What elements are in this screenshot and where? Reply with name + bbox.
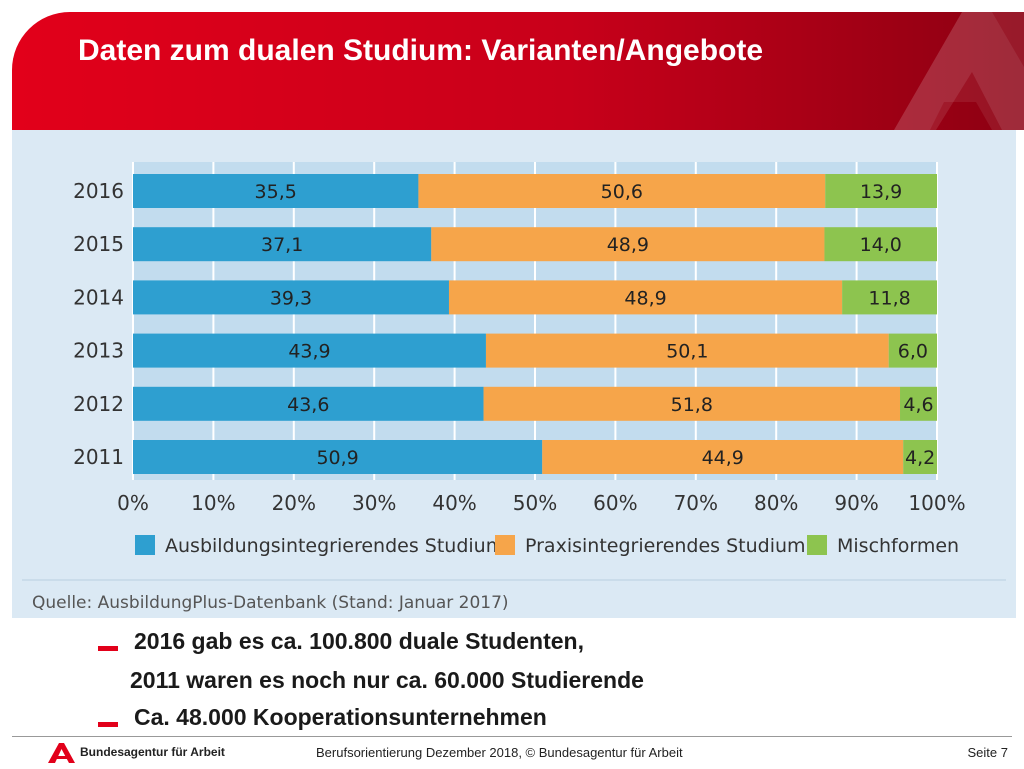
- agency-logo-icon: [48, 743, 75, 763]
- footer-caption: Berufsorientierung Dezember 2018, © Bund…: [316, 745, 683, 760]
- legend-label: Ausbildungsintegrierendes Studium: [165, 535, 504, 557]
- legend-label: Praxisintegrierendes Studium: [525, 535, 806, 557]
- data-label: 50,6: [601, 181, 643, 203]
- y-tick-label: 2015: [73, 232, 124, 256]
- footer-divider: [12, 736, 1012, 737]
- bar-segment: [448, 280, 843, 315]
- legend-swatch: [807, 535, 827, 555]
- bar-segment: [842, 280, 937, 315]
- bar-segment: [133, 386, 484, 421]
- bar-segment: [133, 333, 486, 368]
- bullet-marker: [98, 646, 118, 651]
- x-tick-label: 0%: [117, 491, 149, 515]
- data-label: 35,5: [255, 181, 297, 203]
- bar-segment: [133, 440, 543, 474]
- x-tick-label: 30%: [352, 491, 396, 515]
- bar-segment: [133, 174, 419, 208]
- title-bar: Daten zum dualen Studium: Varianten/Ange…: [12, 12, 1024, 130]
- x-tick-label: 70%: [674, 491, 718, 515]
- x-tick-label: 90%: [834, 491, 878, 515]
- bar-segment: [888, 333, 937, 368]
- bar-segment: [542, 440, 904, 474]
- bullet-item: Ca. 48.000 Kooperationsunternehmen: [0, 702, 1024, 736]
- y-tick-label: 2014: [73, 285, 124, 309]
- y-tick-label: 2013: [73, 339, 124, 363]
- bar-segment: [133, 280, 449, 315]
- source-note: Quelle: AusbildungPlus-Datenbank (Stand:…: [32, 593, 509, 613]
- bar-segment: [483, 386, 901, 421]
- bar-segment: [900, 386, 937, 421]
- data-label: 48,9: [624, 287, 666, 309]
- bar-segment: [485, 333, 889, 368]
- data-label: 37,1: [261, 234, 303, 256]
- bullet-text: 2016 gab es ca. 100.800 duale Studenten,: [134, 628, 584, 654]
- x-tick-label: 20%: [272, 491, 316, 515]
- data-label: 4,2: [905, 447, 935, 469]
- data-label: 43,9: [288, 341, 330, 363]
- page-title: Daten zum dualen Studium: Varianten/Ange…: [78, 34, 764, 67]
- bar-segment: [418, 174, 826, 208]
- data-label: 51,8: [671, 394, 713, 416]
- bar-segment: [903, 440, 937, 474]
- data-label: 44,9: [702, 447, 744, 469]
- bullet-item: 2011 waren es noch nur ca. 60.000 Studie…: [0, 665, 1024, 699]
- x-tick-label: 50%: [513, 491, 557, 515]
- bullet-marker: [98, 722, 118, 727]
- bullet-text: Ca. 48.000 Kooperationsunternehmen: [134, 704, 547, 730]
- bullet-text: 2011 waren es noch nur ca. 60.000 Studie…: [130, 667, 644, 693]
- data-label: 14,0: [860, 234, 902, 256]
- data-label: 39,3: [270, 287, 312, 309]
- data-label: 6,0: [898, 341, 928, 363]
- x-tick-label: 100%: [908, 491, 965, 515]
- legend-label: Mischformen: [837, 535, 959, 557]
- data-label: 50,1: [666, 341, 708, 363]
- data-label: 48,9: [607, 234, 649, 256]
- x-tick-label: 10%: [191, 491, 235, 515]
- bullet-item: 2016 gab es ca. 100.800 duale Studenten,: [0, 626, 1024, 660]
- x-tick-label: 40%: [432, 491, 476, 515]
- chart-panel: 0% 10% 20% 30% 40% 50% 60% 70% 80% 90% 100% 2016 35,…: [12, 130, 1016, 618]
- bar-segment: [825, 174, 937, 208]
- legend-swatch: [495, 535, 515, 555]
- stacked-bar-chart: 0% 10% 20% 30% 40% 50% 60% 70% 80% 90% 100% 2016 35,…: [22, 162, 1006, 613]
- legend-swatch: [135, 535, 155, 555]
- data-label: 50,9: [316, 447, 358, 469]
- page-number: Seite 7: [967, 745, 1008, 760]
- brand-logo-icon: [894, 12, 1024, 130]
- y-tick-label: 2011: [73, 445, 124, 469]
- y-tick-label: 2016: [73, 179, 124, 203]
- x-tick-label: 60%: [593, 491, 637, 515]
- bar-segment: [824, 227, 937, 262]
- y-tick-label: 2012: [73, 392, 124, 416]
- data-label: 43,6: [287, 394, 329, 416]
- x-tick-label: 80%: [754, 491, 798, 515]
- data-label: 13,9: [860, 181, 902, 203]
- data-label: 4,6: [903, 394, 933, 416]
- bar-segment: [133, 227, 432, 262]
- data-label: 11,8: [868, 287, 910, 309]
- bar-segment: [431, 227, 825, 262]
- footer-organization: Bundesagentur für Arbeit: [80, 745, 225, 759]
